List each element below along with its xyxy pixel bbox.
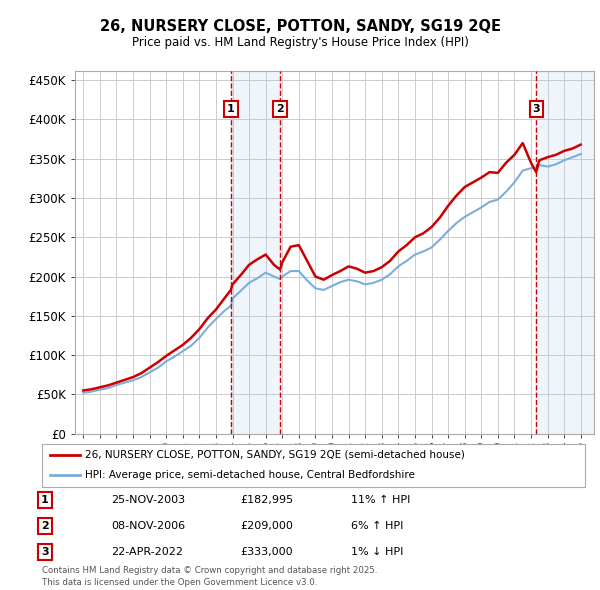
Text: HPI: Average price, semi-detached house, Central Bedfordshire: HPI: Average price, semi-detached house,… [85,470,415,480]
Text: 1: 1 [41,496,49,505]
Text: 26, NURSERY CLOSE, POTTON, SANDY, SG19 2QE (semi-detached house): 26, NURSERY CLOSE, POTTON, SANDY, SG19 2… [85,450,466,460]
Text: Contains HM Land Registry data © Crown copyright and database right 2025.
This d: Contains HM Land Registry data © Crown c… [42,566,377,587]
Text: £182,995: £182,995 [240,496,293,505]
Text: £209,000: £209,000 [240,522,293,531]
Text: Price paid vs. HM Land Registry's House Price Index (HPI): Price paid vs. HM Land Registry's House … [131,36,469,49]
Text: 3: 3 [41,548,49,557]
Text: 3: 3 [532,104,540,114]
Text: 08-NOV-2006: 08-NOV-2006 [111,522,185,531]
Text: 11% ↑ HPI: 11% ↑ HPI [351,496,410,505]
Bar [231,71,280,434]
FancyBboxPatch shape [42,444,585,487]
Text: 1: 1 [227,104,235,114]
Text: 6% ↑ HPI: 6% ↑ HPI [351,522,403,531]
Text: 25-NOV-2003: 25-NOV-2003 [111,496,185,505]
Text: £333,000: £333,000 [240,548,293,557]
Bar [536,71,594,434]
Text: 2: 2 [276,104,284,114]
Text: 26, NURSERY CLOSE, POTTON, SANDY, SG19 2QE: 26, NURSERY CLOSE, POTTON, SANDY, SG19 2… [100,19,500,34]
Text: 1% ↓ HPI: 1% ↓ HPI [351,548,403,557]
Text: 22-APR-2022: 22-APR-2022 [111,548,183,557]
Text: 2: 2 [41,522,49,531]
